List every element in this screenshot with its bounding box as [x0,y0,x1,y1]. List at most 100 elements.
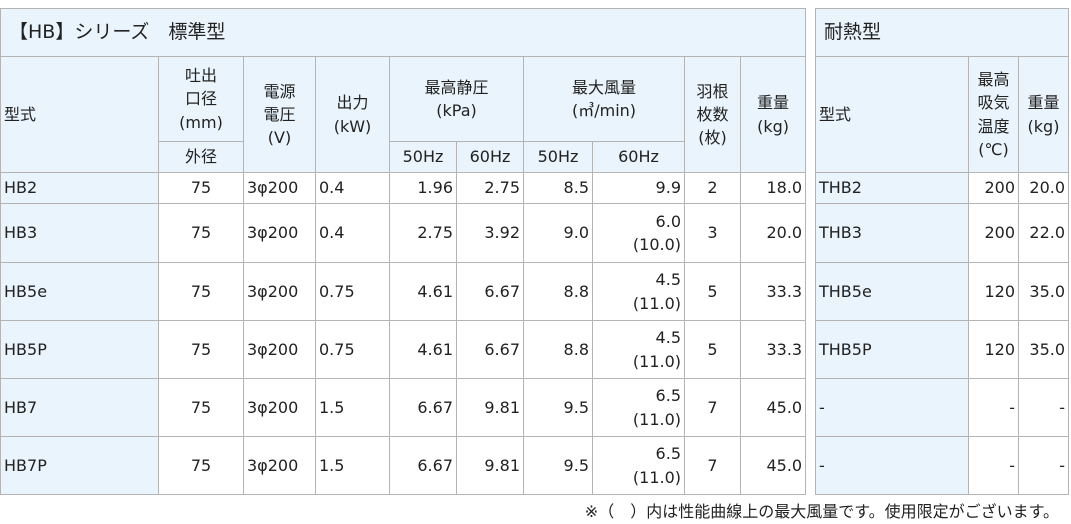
data-cell: THB5P [815,320,969,379]
data-cell: 3φ200 [243,172,316,204]
data-cell: 6.5 (11.0) [592,378,685,437]
subheader-cell: 60Hz [592,141,685,173]
data-cell: HB5P [0,320,159,379]
header-cell: 羽根 枚数 (枚) [684,56,741,173]
data-cell: 3φ200 [243,378,316,437]
data-cell: 3φ200 [243,436,316,495]
data-cell: - [968,378,1019,437]
data-cell: HB2 [0,172,159,204]
header-cell: 最高 吸気 温度 (℃) [968,56,1019,173]
data-cell: 4.61 [389,262,457,321]
data-cell: 75 [158,378,244,437]
data-cell: 35.0 [1017,320,1070,379]
data-cell: 9.5 [523,436,593,495]
data-cell: 20.0 [739,203,807,263]
data-cell: 2 [684,172,741,204]
data-cell: 7 [684,436,741,495]
data-cell: 45.0 [739,436,807,495]
data-row: THB2 200 20.0 [815,172,1070,204]
data-cell: 0.4 [315,172,390,204]
data-cell: 8.8 [523,262,593,321]
data-row: HB5P 75 3φ200 0.75 4.61 6.67 8.8 4.5 (11.0) 5 33.… [0,320,807,379]
data-cell: 9.9 [592,172,685,204]
data-row: HB7P 75 3φ200 1.5 6.67 9.81 9.5 6.5 (11.0) 7 45.0 [0,436,807,495]
data-cell: 200 [968,172,1019,204]
data-cell: 75 [158,320,244,379]
header-cell: 最高静圧 (kPa) [389,56,524,142]
data-cell: 120 [968,320,1019,379]
data-cell: 8.5 [523,172,593,204]
header-row: 型式 吐出 口径 (mm) 電源 電圧 (V) 出力 (kW) 最高静圧 (kPa) 最大… [0,56,807,173]
subheader-row: 外径 50Hz 60Hz 50Hz 60Hz [1,141,806,173]
header-cell: 電源 電圧 (V) [243,56,316,173]
data-row: --- [815,436,1070,495]
data-cell: HB5e [0,262,159,321]
data-cell: 7 [684,378,741,437]
subheader-cell: 50Hz [523,141,593,173]
data-cell: 0.75 [315,320,390,379]
data-cell: 3φ200 [243,320,316,379]
data-cell: 6.67 [389,436,457,495]
standard-table: 【HB】シリーズ 標準型 型式 吐出 口径 (mm) 電源 電圧 (V) 出力 (kW)… [0,8,807,495]
data-cell: 9.81 [456,378,524,437]
subheader-cell: 50Hz [389,141,457,173]
data-row: THB3 200 22.0 [815,203,1070,263]
header-row: 型式 最高 吸気 温度 (℃) 重量 (kg) [815,56,1070,173]
data-cell: 6.0 (10.0) [592,203,685,263]
table-title: 【HB】シリーズ 標準型 [0,8,807,57]
data-cell: 20.0 [1017,172,1070,204]
data-row: THB5P 120 35.0 [815,320,1070,379]
data-row: THB5e 120 35.0 [815,262,1070,321]
data-cell: HB3 [0,203,159,263]
data-cell: 3φ200 [243,203,316,263]
data-cell: - [1017,378,1070,437]
data-cell: 1.96 [389,172,457,204]
data-cell: 45.0 [739,378,807,437]
data-cell: 6.5 (11.0) [592,436,685,495]
data-cell: HB7P [0,436,159,495]
data-row: HB7 75 3φ200 1.5 6.67 9.81 9.5 6.5 (11.0) 7 45.0 [0,378,807,437]
header-cell: 型式 [0,56,159,173]
data-cell: 35.0 [1017,262,1070,321]
subheader-cell: 外径 [158,141,244,173]
data-cell: 1.5 [315,436,390,495]
data-cell: 2.75 [389,203,457,263]
data-cell: - [815,378,969,437]
header-cell: 型式 [815,56,969,173]
data-cell: 33.3 [739,320,807,379]
data-cell: 75 [158,436,244,495]
title-row: 【HB】シリーズ 標準型 [0,8,807,57]
data-cell: 200 [968,203,1019,263]
data-cell: 9.81 [456,436,524,495]
subheader-cell: 60Hz [456,141,524,173]
data-cell: 75 [158,172,244,204]
data-cell: 120 [968,262,1019,321]
data-cell: - [968,436,1019,495]
data-cell: 4.5 (11.0) [592,320,685,379]
title-row: 耐熱型 [814,8,1070,57]
data-row: --- [815,378,1070,437]
data-row: HB2 75 3φ200 0.4 1.96 2.75 8.5 9.9 2 18.0 [0,172,807,204]
data-cell: 4.5 (11.0) [592,262,685,321]
heat-table: 耐熱型 型式 最高 吸気 温度 (℃) 重量 (kg) THB2 200 20.0 THB3 2… [814,8,1070,495]
data-row: HB3 75 3φ200 0.4 2.75 3.92 9.0 6.0 (10.0) 3 20.0 [0,203,807,263]
data-cell: 0.75 [315,262,390,321]
data-cell: 2.75 [456,172,524,204]
data-cell: - [815,436,969,495]
header-cell: 吐出 口径 (mm) [158,56,244,142]
data-cell: THB5e [815,262,969,321]
data-cell: 5 [684,320,741,379]
data-cell: 18.0 [739,172,807,204]
header-cell: 出力 (kW) [315,56,390,173]
data-cell: 6.67 [389,378,457,437]
data-cell: 3 [684,203,741,263]
data-cell: 0.4 [315,203,390,263]
header-cell: 重量 (kg) [739,56,807,173]
table-title: 耐熱型 [814,8,1070,57]
data-cell: 75 [158,203,244,263]
data-cell: - [1017,436,1070,495]
data-cell: THB2 [815,172,969,204]
data-cell: 6.67 [456,262,524,321]
data-cell: 8.8 [523,320,593,379]
data-cell: 3φ200 [243,262,316,321]
